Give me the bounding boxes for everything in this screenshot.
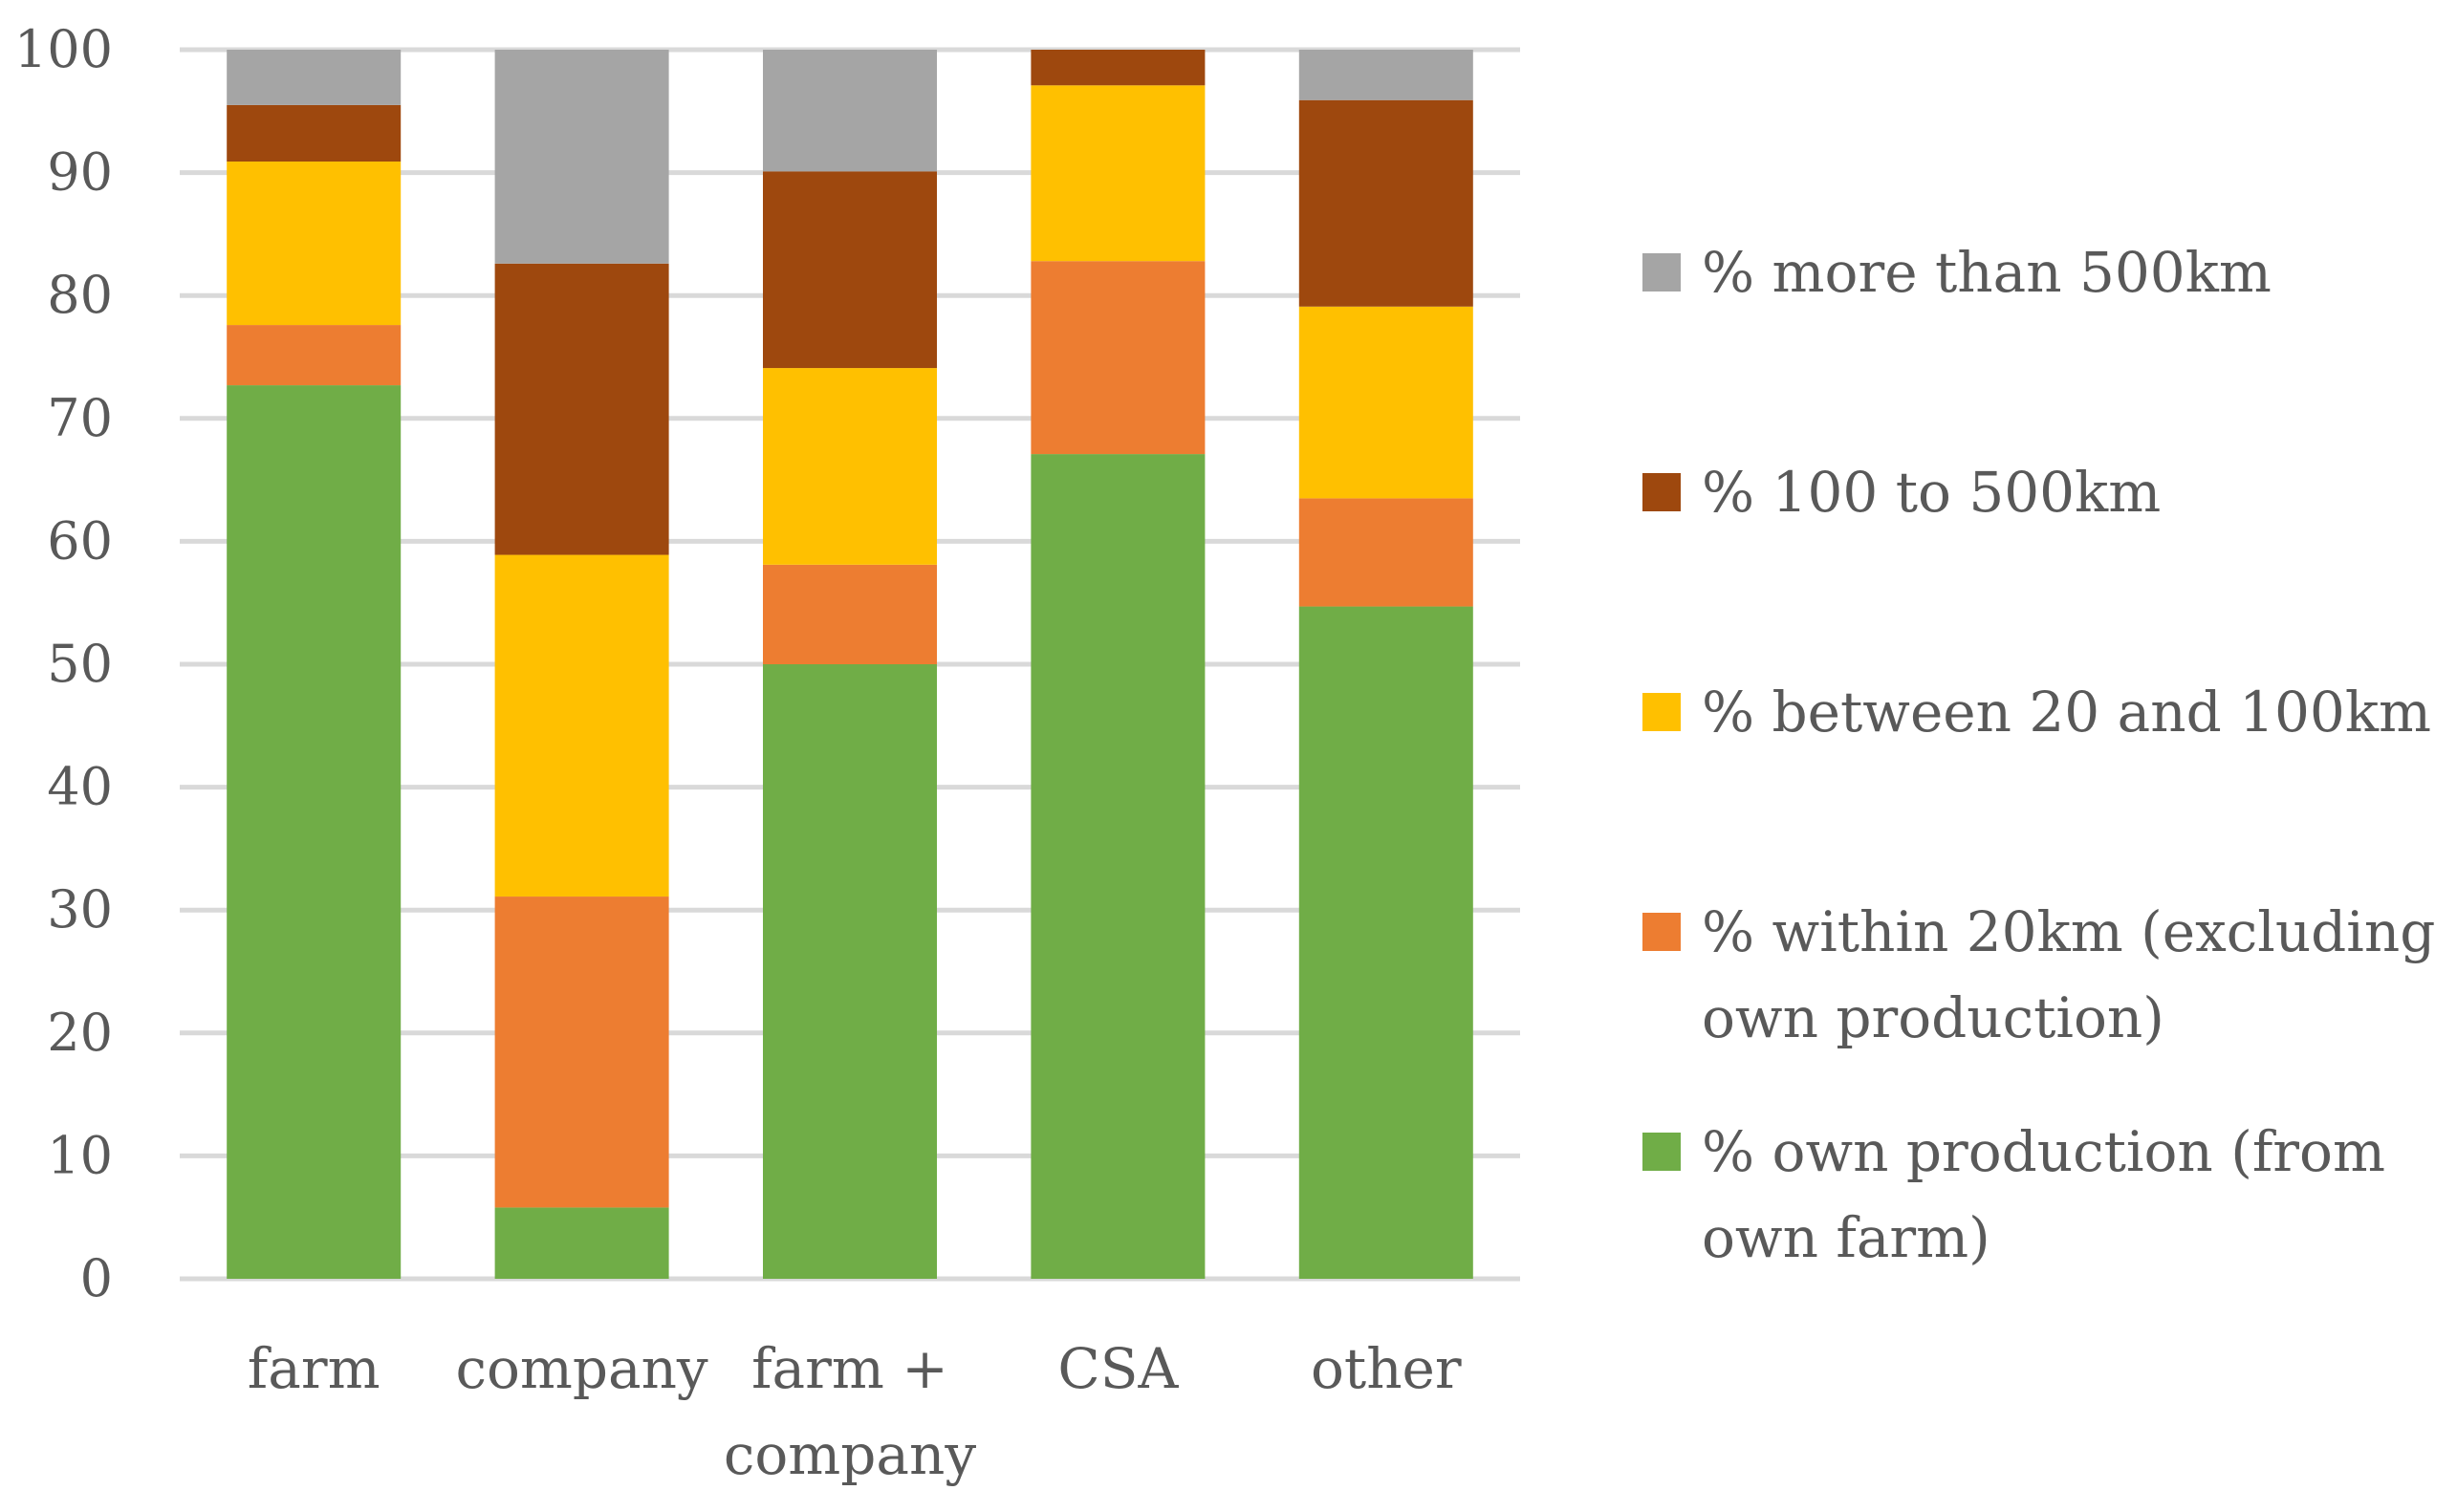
bar-segment [494,263,669,555]
bar-segment [1298,498,1473,607]
bar-segment [494,896,669,1208]
y-tick-label: 70 [47,388,113,448]
y-tick-label: 0 [80,1248,113,1308]
bar-segment [227,50,402,105]
bar-segment [227,104,402,162]
x-category-label: farm + [751,1336,948,1401]
bar-segment [763,564,937,664]
legend-label: % 100 to 500km [1702,460,2161,525]
legend-label: % own production (from [1702,1119,2385,1184]
legend-swatch [1642,913,1681,951]
y-tick-label: 100 [14,19,113,79]
bar-segment [1298,99,1473,307]
bar-segment [763,171,937,369]
bar-segment [1031,261,1206,455]
y-tick-label: 10 [47,1125,113,1185]
y-tick-label: 40 [47,757,113,817]
x-category-label: CSA [1057,1336,1179,1401]
legend-swatch [1642,253,1681,292]
legend-swatch [1642,473,1681,511]
y-tick-label: 20 [47,1003,113,1063]
x-category-label: farm [248,1336,381,1401]
y-tick-label: 80 [47,265,113,325]
y-tick-label: 60 [47,510,113,571]
bar-segment [763,50,937,172]
y-tick-label: 50 [47,634,113,694]
bar-segment [227,325,402,386]
legend-label: % within 20km (excluding [1702,899,2435,964]
legend: % more than 500km % 100 to 500km % between… [1642,240,2435,1270]
bars [227,50,1473,1279]
x-category-label: company [455,1336,707,1401]
bar-segment [763,664,937,1279]
y-axis: 0 10 20 30 40 50 60 70 80 90 100 [14,19,113,1308]
legend-label: % between 20 and 100km [1702,680,2431,745]
bar-segment [227,385,402,1279]
bar-segment [494,1207,669,1279]
legend-label: own production) [1702,985,2164,1050]
legend-label: own farm) [1702,1205,1990,1270]
bar-segment [1031,50,1206,86]
bar-segment [1298,306,1473,499]
x-category-label: other [1311,1336,1462,1401]
x-axis: farm company farm + company CSA other [248,1336,1462,1487]
y-tick-label: 30 [47,879,113,940]
bar-segment [1298,50,1473,100]
bar-segment [1298,606,1473,1279]
legend-swatch [1642,693,1681,731]
bar-segment [763,368,937,565]
bar-segment [1031,85,1206,262]
legend-swatch [1642,1133,1681,1171]
bar-segment [227,162,402,326]
bar-segment [494,50,669,264]
bar-segment [1031,454,1206,1279]
y-tick-label: 90 [47,142,113,203]
legend-label: % more than 500km [1702,240,2272,305]
x-category-label: company [724,1422,976,1487]
bar-segment [494,554,669,897]
